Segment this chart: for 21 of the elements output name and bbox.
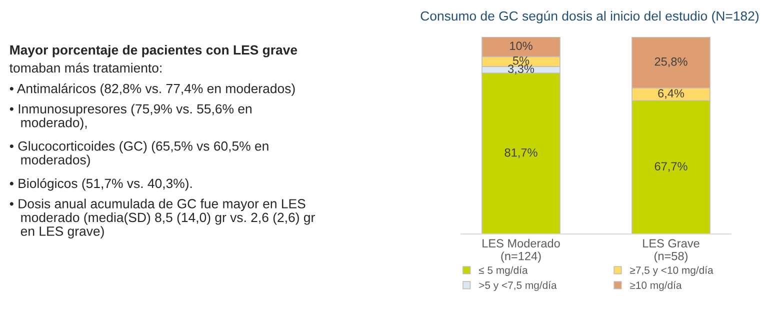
legend-label: ≥10 mg/día [630,281,682,291]
data-label: 10% [510,42,532,50]
data-label: 3,3% [508,64,534,74]
text: tomaban más tratamiento: [10,62,162,73]
legend-label: ≤ 5 mg/día [478,266,528,276]
data-label: 67,7% [654,162,688,172]
text: • Biológicos (51,7% vs. 40,3%). [10,178,192,191]
text: Mayor porcentaje de pacientes con LES grave [10,44,298,58]
text: • Antimaláricos (82,8% vs. 77,4% en moderados) [10,83,295,96]
text: • Inmunosupresores (75,9% vs. 55,6% en moderado), [10,104,252,130]
x-tick-label: LES Grave (n=58) [643,239,700,263]
legend-label: ≥7,5 y <10 mg/día [630,266,714,276]
data-label: 5% [512,56,530,65]
data-label: 6,4% [658,89,684,99]
text: • Glucocorticoides (GC) (65,5% vs 60,5% en moderados) [10,141,268,168]
chart-title: Consumo de GC según dosis al inicio del estudio (N=182) [420,10,758,24]
legend-label: >5 y <7,5 mg/día [479,281,557,291]
data-label: 25,8% [654,57,688,68]
text: • Dosis anual acumulada de GC fue mayor en LES moderado (media(SD) 8,5 (14,0) gr vs. 2,6 (2,6) gr en LES grave) [10,198,315,238]
x-tick-label: LES Moderado (n=124) [482,238,560,263]
data-label: 81,7% [504,148,538,158]
